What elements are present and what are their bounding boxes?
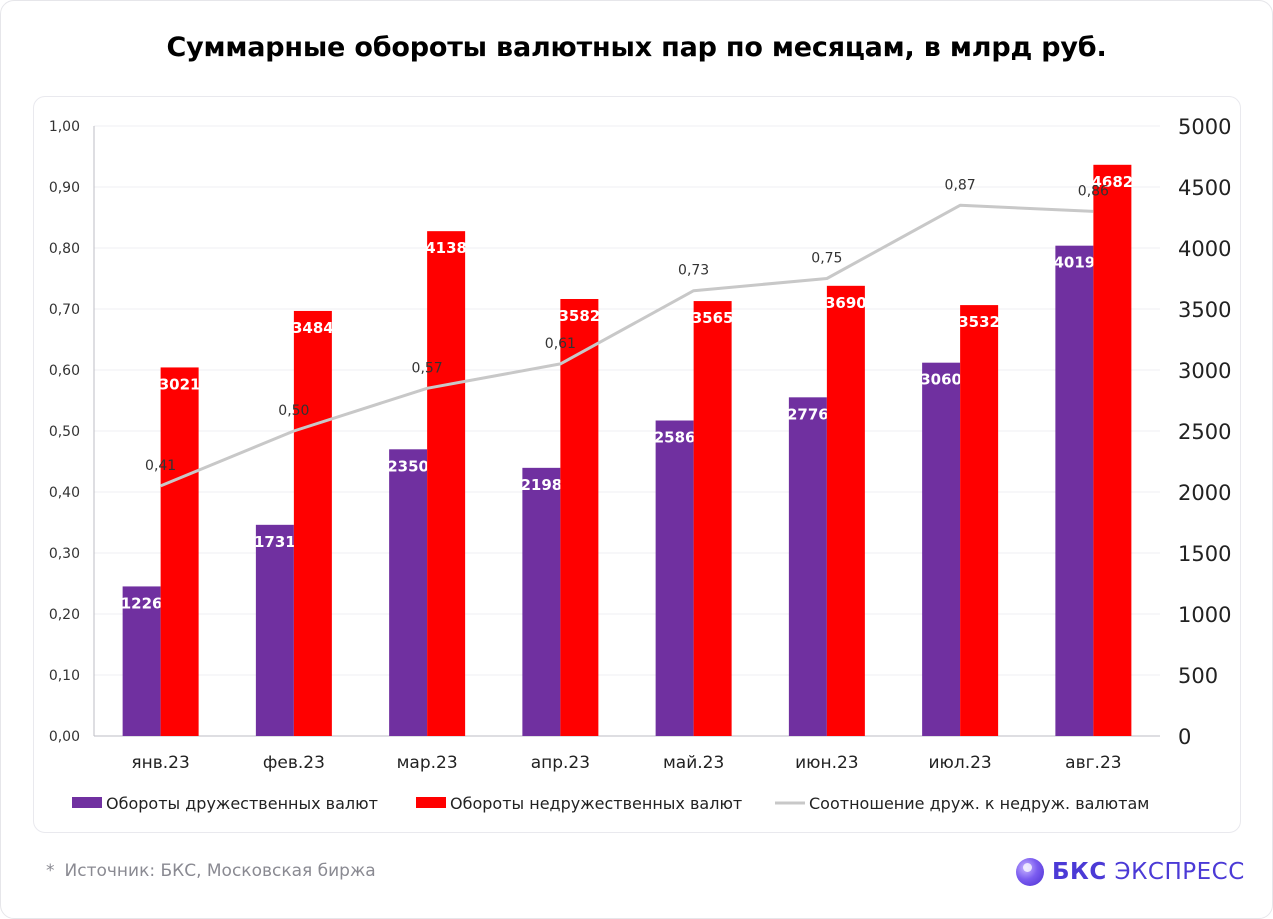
ratio-point-label: 0,86 [1078, 183, 1109, 199]
bar-unfriendly-label: 4138 [425, 239, 467, 257]
bar-unfriendly [1093, 164, 1132, 736]
left-axis-tick-label: 0,00 [49, 729, 80, 745]
right-axis-tick-label: 2500 [1178, 420, 1231, 444]
x-axis-tick-label: авг.23 [1065, 753, 1121, 773]
x-axis-tick-label: апр.23 [531, 753, 590, 773]
right-axis-tick-label: 1500 [1178, 542, 1231, 566]
right-axis-tick-label: 5000 [1178, 115, 1231, 139]
bar-unfriendly [693, 301, 732, 736]
footnote-text: Источник: БКС, Московская биржа [64, 861, 376, 881]
x-axis-tick-label: июл.23 [928, 753, 991, 773]
logo-text-strong: БКС [1052, 859, 1107, 885]
bar-friendly [255, 524, 294, 736]
left-axis-tick-label: 0,40 [49, 485, 80, 501]
legend-item-friendly-label: Обороты дружественных валют [106, 794, 378, 813]
bar-unfriendly-label: 3484 [292, 319, 334, 337]
bar-unfriendly-label: 3565 [692, 309, 734, 327]
bar-friendly-label: 4019 [1054, 254, 1096, 272]
x-axis-tick-label: июн.23 [795, 753, 859, 773]
left-axis-tick-label: 0,80 [49, 241, 80, 257]
left-axis-tick-label: 0,30 [49, 546, 80, 562]
logo-text: БКС ЭКСПРЕСС [1052, 859, 1245, 885]
bar-friendly-label: 3060 [920, 371, 962, 389]
x-axis-tick-label: мар.23 [397, 753, 458, 773]
bar-friendly-label: 2198 [521, 476, 563, 494]
right-axis-tick-label: 0 [1178, 725, 1191, 749]
right-axis-tick-label: 1000 [1178, 603, 1231, 627]
x-axis-tick-label: фев.23 [263, 753, 325, 773]
right-axis-tick-label: 3000 [1178, 359, 1231, 383]
bar-friendly-label: 2586 [654, 429, 696, 447]
bar-unfriendly-label: 3582 [559, 307, 601, 325]
ratio-point-label: 0,61 [545, 336, 576, 352]
left-axis-tick-label: 1,00 [49, 119, 80, 135]
bar-friendly-label: 2776 [787, 405, 829, 423]
page-title: Суммарные обороты валютных пар по месяца… [166, 32, 1107, 63]
bar-unfriendly-label: 3532 [958, 313, 1000, 331]
bar-friendly [788, 397, 827, 736]
ratio-point-label: 0,73 [678, 263, 709, 279]
bar-friendly [922, 362, 961, 736]
right-axis-tick-label: 2000 [1178, 481, 1231, 505]
bar-unfriendly-label: 4682 [1092, 173, 1134, 191]
bar-unfriendly [427, 231, 466, 736]
bar-unfriendly-label: 3690 [825, 294, 867, 312]
bar-friendly [1055, 245, 1094, 736]
left-axis-tick-label: 0,20 [49, 607, 80, 623]
bar-friendly-label: 1731 [254, 533, 296, 551]
right-axis-tick-label: 4000 [1178, 237, 1231, 261]
bar-unfriendly [826, 285, 865, 736]
left-axis-tick-label: 0,10 [49, 668, 80, 684]
bar-friendly [389, 449, 428, 736]
left-axis-tick-label: 0,50 [49, 424, 80, 440]
x-axis-tick-label: янв.23 [131, 753, 189, 773]
bar-unfriendly [960, 305, 999, 736]
x-axis-tick-label: май.23 [663, 753, 724, 773]
logo-text-rest: ЭКСПРЕСС [1114, 859, 1245, 885]
bar-friendly [522, 467, 561, 736]
bar-friendly [122, 586, 161, 736]
right-axis-tick-label: 500 [1178, 664, 1218, 688]
bar-unfriendly [160, 367, 199, 736]
left-axis-tick-label: 0,70 [49, 302, 80, 318]
ratio-point-label: 0,87 [945, 177, 976, 193]
left-axis-tick-label: 0,90 [49, 180, 80, 196]
ratio-point-label: 0,75 [811, 251, 842, 267]
right-axis-tick-label: 3500 [1178, 298, 1231, 322]
ratio-point-label: 0,41 [145, 458, 176, 474]
bks-logo-icon [1016, 858, 1044, 886]
footnote: * Источник: БКС, Московская биржа [46, 861, 376, 881]
legend-item-unfriendly-label: Обороты недружественных валют [450, 794, 742, 813]
bar-friendly-label: 2350 [387, 457, 429, 475]
ratio-line [160, 203, 1094, 488]
legend-item-friendly-swatch [72, 797, 102, 808]
bks-express-logo: БКС ЭКСПРЕСС [1016, 856, 1245, 888]
chart-card [33, 96, 1241, 833]
bar-friendly-label: 1226 [121, 594, 163, 612]
left-axis-tick-label: 0,60 [49, 363, 80, 379]
bar-unfriendly [293, 310, 332, 736]
legend-item-unfriendly-swatch [416, 797, 446, 808]
bar-friendly [655, 420, 694, 736]
right-axis-tick-label: 4500 [1178, 176, 1231, 200]
ratio-point-label: 0,57 [412, 360, 443, 376]
footnote-star: * [46, 861, 55, 881]
ratio-point-label: 0,50 [278, 403, 309, 419]
bar-unfriendly-label: 3021 [159, 375, 201, 393]
legend-item-ratio-label: Соотношение друж. к недруж. валютам [809, 794, 1149, 813]
bar-unfriendly [560, 298, 599, 736]
